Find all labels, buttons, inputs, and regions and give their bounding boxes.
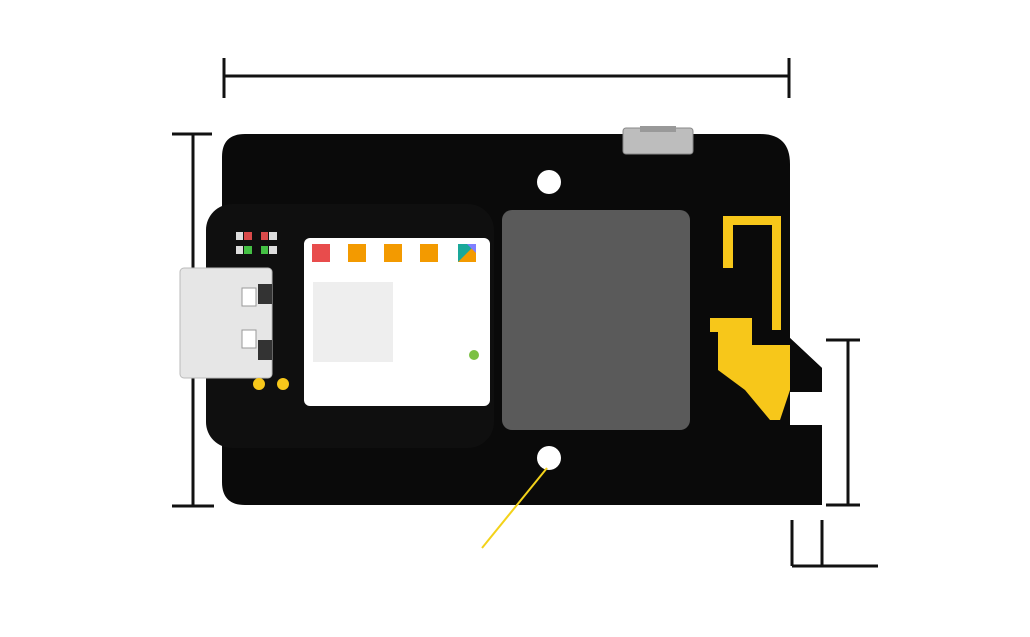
pin-marker [312, 244, 330, 262]
pin-marker [348, 244, 366, 262]
brand-logo-mark [469, 350, 479, 360]
rst-pad [253, 378, 265, 390]
main-chip [502, 210, 690, 430]
rst-pad [277, 378, 289, 390]
pcb-antenna [710, 216, 790, 420]
mount-hole-m2 [537, 446, 561, 470]
pin-marker [384, 244, 402, 262]
m2-leader-line [481, 467, 548, 549]
mount-hole-top [537, 170, 561, 194]
pcb-notch [790, 338, 822, 392]
pin-marker [458, 244, 476, 262]
led-p [261, 246, 268, 254]
notch-depth-dimension-line [790, 520, 878, 568]
led-r [261, 232, 268, 240]
width-dimension-line [222, 58, 791, 98]
led-t [236, 232, 243, 240]
shield-can [304, 238, 490, 406]
pin-marker [420, 244, 438, 262]
led-l [236, 246, 243, 254]
shield-inner [313, 282, 393, 362]
notch-height-dimension-line [826, 338, 860, 507]
